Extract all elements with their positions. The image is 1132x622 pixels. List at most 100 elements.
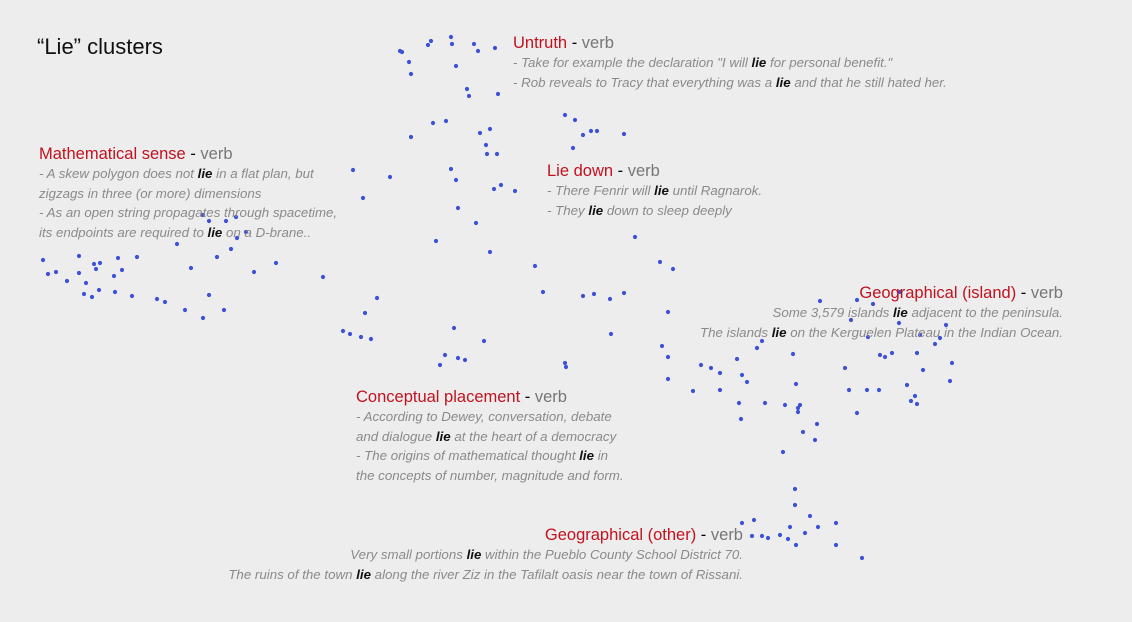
- part-of-speech: verb: [710, 526, 743, 544]
- cluster-heading: Untruth - verb: [513, 34, 614, 52]
- embedding-point: [449, 41, 455, 47]
- embedding-point: [736, 400, 742, 406]
- example-sentence: the concepts of number, magnitude and fo…: [356, 467, 624, 483]
- embedding-point: [937, 335, 943, 341]
- embedding-point: [362, 310, 368, 316]
- embedding-point: [734, 356, 740, 362]
- embedding-point: [406, 59, 412, 65]
- cluster-name: Geographical (island): [859, 284, 1017, 302]
- embedding-point: [932, 341, 938, 347]
- embedding-point: [494, 151, 500, 157]
- embedding-point: [119, 267, 125, 273]
- embedding-point: [807, 513, 813, 519]
- embedding-point: [570, 145, 576, 151]
- embedding-point: [443, 118, 449, 124]
- embedding-point: [464, 86, 470, 92]
- cluster-examples: - Take for example the declaration "I wi…: [513, 53, 947, 92]
- example-sentence: - They lie down to sleep deeply: [547, 202, 732, 218]
- embedding-point: [580, 293, 586, 299]
- embedding-point: [562, 360, 568, 366]
- embedding-point: [455, 355, 461, 361]
- embedding-point: [154, 296, 160, 302]
- embedding-point: [234, 235, 240, 241]
- embedding-point: [477, 130, 483, 136]
- part-of-speech: verb: [534, 388, 567, 406]
- embedding-point: [462, 357, 468, 363]
- embedding-point: [115, 255, 121, 261]
- embedding-point: [243, 229, 249, 235]
- embedding-point: [762, 400, 768, 406]
- embedding-point: [233, 214, 239, 220]
- embedding-point: [751, 517, 757, 523]
- example-sentence: Some 3,579 islands lie adjacent to the p…: [772, 305, 1063, 320]
- embedding-point: [708, 365, 714, 371]
- embedding-point: [912, 393, 918, 399]
- keyword-highlight: lie: [654, 183, 669, 198]
- embedding-point: [562, 112, 568, 118]
- embedding-point: [792, 486, 798, 492]
- embedding-point: [442, 352, 448, 358]
- embedding-point: [877, 352, 883, 358]
- embedding-point: [223, 218, 229, 224]
- embedding-point: [591, 291, 597, 297]
- cluster-heading: Mathematical sense - verb: [39, 145, 233, 163]
- embedding-point: [765, 535, 771, 541]
- embedding-point: [896, 320, 902, 326]
- embedding-point: [498, 182, 504, 188]
- embedding-point: [665, 376, 671, 382]
- part-of-speech: verb: [1030, 284, 1063, 302]
- cluster-examples: - According to Dewey, conversation, deba…: [356, 407, 624, 485]
- embedding-point: [795, 409, 801, 415]
- embedding-point: [428, 38, 434, 44]
- embedding-point: [340, 328, 346, 334]
- embedding-point: [904, 382, 910, 388]
- keyword-highlight: lie: [588, 202, 604, 218]
- embedding-point: [387, 174, 393, 180]
- embedding-point: [782, 402, 788, 408]
- keyword-highlight: lie: [775, 74, 791, 90]
- embedding-point: [833, 520, 839, 526]
- embedding-point: [320, 274, 326, 280]
- embedding-point: [481, 338, 487, 344]
- embedding-point: [91, 261, 97, 267]
- example-sentence: The ruins of the town lie along the rive…: [228, 566, 743, 582]
- embedding-point: [670, 266, 676, 272]
- example-sentence: - Rob reveals to Tracy that everything w…: [513, 74, 947, 90]
- embedding-point: [870, 301, 876, 307]
- embedding-point: [797, 402, 803, 408]
- embedding-point: [580, 132, 586, 138]
- embedding-point: [430, 120, 436, 126]
- keyword-highlight: lie: [197, 166, 213, 181]
- embedding-point: [182, 307, 188, 313]
- embedding-point: [665, 309, 671, 315]
- embedding-point: [790, 351, 796, 357]
- embedding-point: [787, 524, 793, 530]
- embedding-point: [914, 350, 920, 356]
- embedding-point: [206, 292, 212, 298]
- embedding-point: [920, 367, 926, 373]
- embedding-point: [739, 520, 745, 526]
- embedding-point: [572, 117, 578, 123]
- cluster-heading: Geographical (island) - verb: [859, 284, 1063, 302]
- embedding-point: [40, 257, 46, 263]
- cluster-name: Mathematical sense: [39, 145, 186, 163]
- cluster-heading: Lie down - verb: [547, 162, 660, 180]
- embedding-point: [200, 315, 206, 321]
- example-sentence: - The origins of mathematical thought li…: [356, 448, 609, 463]
- embedding-point: [134, 254, 140, 260]
- embedding-point: [607, 296, 613, 302]
- page-title: “Lie” clusters: [37, 34, 163, 59]
- embedding-point: [717, 370, 723, 376]
- embedding-point: [448, 34, 454, 40]
- embedding-point: [882, 354, 888, 360]
- embedding-point: [859, 555, 865, 561]
- cluster-mathematical-sense: Mathematical sense - verb - A skew polyg…: [39, 144, 337, 242]
- embedding-point: [795, 405, 801, 411]
- cluster-heading: Conceptual placement - verb: [356, 388, 567, 406]
- embedding-point: [112, 289, 118, 295]
- embedding-point: [81, 291, 87, 297]
- embedding-point: [943, 322, 949, 328]
- embedding-point: [221, 307, 227, 313]
- embedding-point: [83, 280, 89, 286]
